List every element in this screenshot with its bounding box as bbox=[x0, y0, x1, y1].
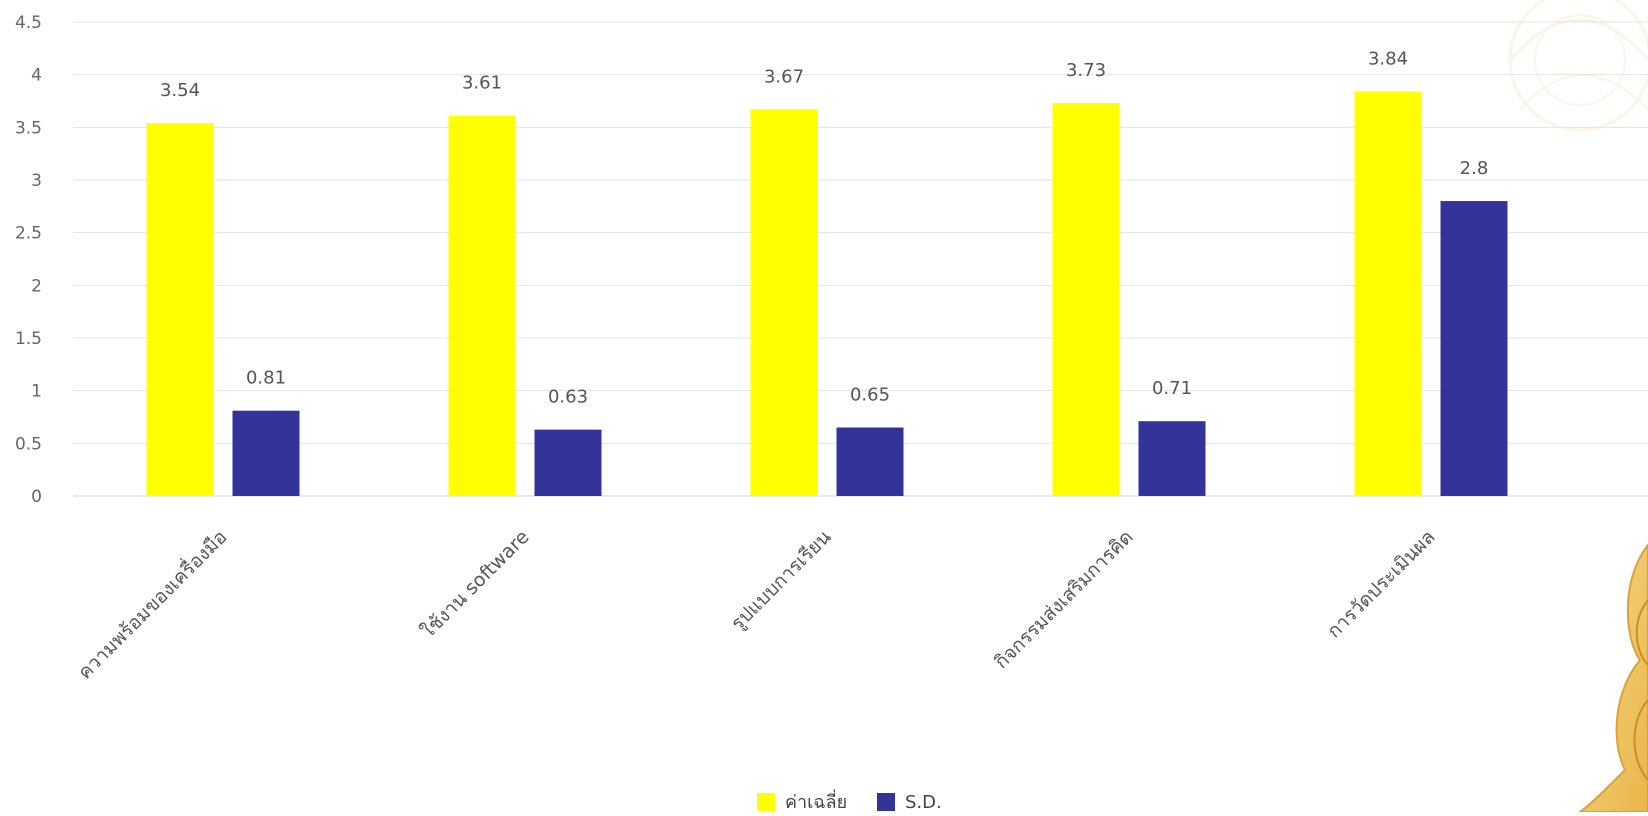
y-tick-label: 4 bbox=[31, 66, 42, 86]
x-category-label: รูปแบบการเรียน bbox=[727, 526, 836, 635]
bar-sd bbox=[836, 427, 904, 496]
legend-swatch-sd bbox=[877, 793, 895, 811]
y-tick-label: 2 bbox=[31, 276, 42, 296]
bar-mean bbox=[1354, 91, 1422, 497]
legend-label: ค่าเฉลี่ย bbox=[785, 789, 847, 812]
y-tick-label: 1 bbox=[31, 382, 42, 402]
bar-mean bbox=[750, 109, 818, 496]
bar-mean bbox=[448, 115, 516, 496]
bar-mean bbox=[146, 123, 214, 497]
y-tick-label: 1.5 bbox=[15, 329, 42, 349]
bar-mean bbox=[1052, 103, 1120, 497]
y-tick-label: 3.5 bbox=[15, 118, 42, 138]
x-category-label: ใช้งาน software bbox=[417, 526, 533, 642]
legend: ค่าเฉลี่ย S.D. bbox=[757, 789, 942, 813]
bar-sd bbox=[232, 410, 300, 496]
data-label: 2.8 bbox=[1460, 158, 1489, 179]
data-label: 0.71 bbox=[1152, 378, 1192, 399]
data-label: 3.67 bbox=[764, 66, 804, 87]
data-label: 3.73 bbox=[1066, 60, 1106, 81]
golden-ornament bbox=[1576, 543, 1648, 813]
data-label: 3.54 bbox=[160, 80, 200, 101]
y-tick-label: 4.5 bbox=[15, 13, 42, 33]
legend-swatch-mean bbox=[757, 793, 775, 811]
data-label: 0.63 bbox=[548, 387, 588, 408]
legend-label: S.D. bbox=[905, 792, 942, 812]
y-tick-label: 0 bbox=[31, 487, 42, 507]
data-label: 3.61 bbox=[462, 73, 502, 94]
bar-sd bbox=[1138, 421, 1206, 496]
data-label: 3.84 bbox=[1368, 49, 1408, 70]
background-ornament bbox=[1508, 0, 1648, 132]
y-tick-label: 2.5 bbox=[15, 224, 42, 244]
bar-sd bbox=[1440, 201, 1508, 497]
x-category-label: กิจกรรมส่งเสริมการคิด bbox=[990, 526, 1137, 673]
x-category-label: การวัดประเมินผล bbox=[1323, 526, 1439, 642]
bar-sd bbox=[534, 429, 602, 496]
x-category-label: ความพร้อมของเครื่องมือ bbox=[72, 524, 232, 684]
data-label: 0.65 bbox=[850, 385, 890, 406]
y-tick-label: 0.5 bbox=[15, 434, 42, 454]
y-tick-label: 3 bbox=[31, 171, 42, 191]
data-label: 0.81 bbox=[246, 368, 286, 389]
